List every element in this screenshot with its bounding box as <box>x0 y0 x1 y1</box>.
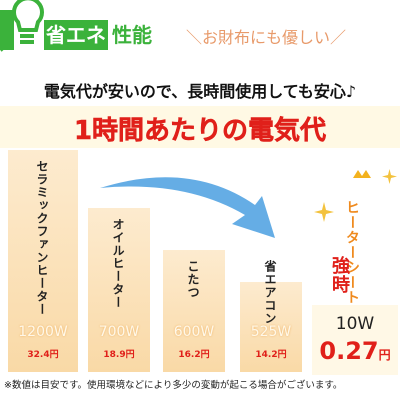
badge-suffix: 性能 <box>112 23 152 47</box>
featured-cost: 0.27 <box>319 337 379 365</box>
item-bar: 省エアコン 525W 14.2円 <box>240 260 302 372</box>
item-cost-wrap: 18.9円 <box>88 343 150 361</box>
item-unit: 円 <box>277 350 287 360</box>
item-cost: 32.4 <box>27 350 50 360</box>
item-cost: 14.2 <box>255 350 278 360</box>
item-name: 省エアコン <box>263 260 277 325</box>
featured-power: 10W <box>335 314 375 334</box>
item-power: 1200W <box>18 324 68 340</box>
featured-unit: 円 <box>378 348 391 362</box>
item-name: セラミックファンヒーター <box>35 160 49 316</box>
badge: 省エネ <box>44 20 108 50</box>
item-cost-wrap: 14.2円 <box>240 343 302 361</box>
item-name: こたつ <box>186 260 200 299</box>
item-name: オイルヒーター <box>111 218 125 309</box>
item-cost: 16.2 <box>178 350 201 360</box>
tagline: ＼お財布にも優しい／ <box>186 28 347 47</box>
item-bar: オイルヒーター 700W 18.9円 <box>88 208 150 372</box>
item-power: 600W <box>173 324 215 340</box>
footnote: ※数値は目安です。使用環境などにより多少の変動が起こる場合がございます。 <box>4 380 343 391</box>
title: 1時間あたりの電気代 <box>73 116 327 147</box>
item-cost: 18.9 <box>103 350 126 360</box>
featured-mode: 強時 <box>329 256 350 294</box>
item-unit: 円 <box>125 350 135 360</box>
featured-name: ヒーターシート <box>344 200 360 305</box>
item-bar: こたつ 600W 16.2円 <box>163 250 225 372</box>
item-unit: 円 <box>200 350 210 360</box>
item-bar: セラミックファンヒーター 1200W 32.4円 <box>8 150 78 372</box>
featured-cost-wrap: 0.27円 <box>312 337 398 365</box>
item-cost-wrap: 16.2円 <box>163 343 225 361</box>
item-power: 525W <box>250 324 292 340</box>
item-power: 700W <box>98 324 140 340</box>
subtitle: 電気代が安いので、長時間使用しても安心♪ <box>43 82 357 101</box>
item-unit: 円 <box>49 350 59 360</box>
item-cost-wrap: 32.4円 <box>8 343 78 361</box>
